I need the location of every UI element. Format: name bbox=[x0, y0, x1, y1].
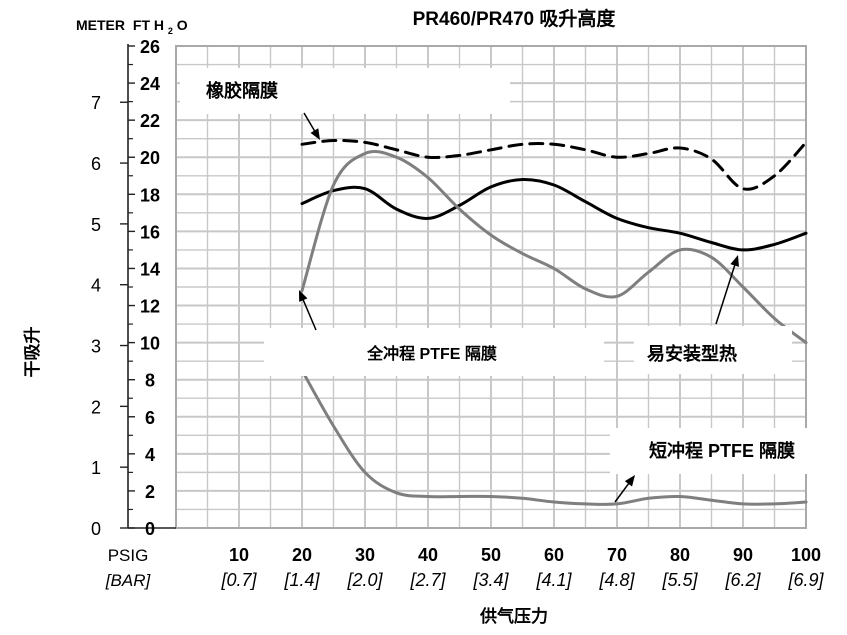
x-bar-tick-label: [6.2] bbox=[724, 570, 761, 590]
x-tick-label: 10 bbox=[229, 545, 249, 565]
x-tick-label: 80 bbox=[670, 545, 690, 565]
annotation-box bbox=[610, 428, 834, 474]
ft-tick-label: 4 bbox=[145, 445, 155, 465]
x-tick-label: 60 bbox=[544, 545, 564, 565]
x-bar-tick-label: [6.9] bbox=[787, 570, 824, 590]
meter-tick-label: 1 bbox=[91, 458, 101, 478]
x-unit-bar: [BAR] bbox=[105, 571, 152, 590]
annotation-arrow-head bbox=[310, 128, 320, 140]
series-line-rubber-diaphragm bbox=[300, 138, 808, 191]
annotation-arrow-line bbox=[715, 260, 737, 325]
x-bar-tick-label: [2.7] bbox=[409, 570, 446, 590]
x-tick-label: 70 bbox=[607, 545, 627, 565]
meter-tick-label: 7 bbox=[91, 93, 101, 113]
x-tick-label: 100 bbox=[791, 545, 821, 565]
annotation-arrow-head bbox=[299, 290, 308, 302]
ft-tick-label: 10 bbox=[140, 334, 160, 354]
axes: 024681012141618202224260123456710[0.7]20… bbox=[91, 37, 825, 590]
series-line-easy-install bbox=[300, 177, 808, 252]
x-bar-tick-label: [1.4] bbox=[283, 570, 320, 590]
ft-tick-label: 12 bbox=[140, 297, 160, 317]
x-tick-label: 50 bbox=[481, 545, 501, 565]
annotation-arrow-head bbox=[730, 255, 739, 267]
ft-tick-label: 18 bbox=[140, 185, 160, 205]
series-line-full-stroke-ptfe bbox=[300, 150, 808, 345]
meter-tick-label: 2 bbox=[91, 397, 101, 417]
plot-frame bbox=[175, 45, 807, 529]
grid bbox=[175, 45, 807, 529]
x-unit-psig: PSIG bbox=[108, 546, 149, 565]
meter-tick-label: 5 bbox=[91, 215, 101, 235]
ylabel-ft-tail: O bbox=[177, 17, 188, 33]
ft-tick-label: 20 bbox=[140, 148, 160, 168]
ylabel-ft-sub: 2 bbox=[168, 26, 173, 36]
ft-tick-label: 14 bbox=[140, 259, 160, 279]
ft-tick-label: 24 bbox=[140, 74, 160, 94]
annotation-box bbox=[634, 326, 792, 374]
ylabel-side: 干吸升 bbox=[23, 327, 42, 378]
meter-tick-label: 0 bbox=[91, 519, 101, 539]
meter-tick-label: 6 bbox=[91, 154, 101, 174]
chart-title: PR460/PR470 吸升高度 bbox=[413, 7, 617, 30]
ft-tick-label: 2 bbox=[145, 482, 155, 502]
x-bar-tick-label: [2.0] bbox=[346, 570, 383, 590]
series-layer bbox=[300, 138, 808, 506]
x-bar-tick-label: [3.4] bbox=[472, 570, 509, 590]
x-tick-label: 20 bbox=[292, 545, 312, 565]
ft-tick-label: 6 bbox=[145, 408, 155, 428]
ft-tick-label: 22 bbox=[140, 111, 160, 131]
series-line-short-stroke-ptfe bbox=[300, 368, 808, 506]
x-bar-tick-label: [4.8] bbox=[598, 570, 635, 590]
ft-tick-label: 16 bbox=[140, 222, 160, 242]
meter-tick-label: 4 bbox=[91, 276, 101, 296]
annotation-short-stroke-ptfe: 短冲程 PTFE 隔膜 bbox=[649, 440, 795, 461]
x-tick-label: 30 bbox=[355, 545, 375, 565]
ylabel-meter-unit: METER bbox=[76, 17, 125, 33]
x-bar-tick-label: [0.7] bbox=[220, 570, 257, 590]
annotation-arrow-line bbox=[300, 295, 317, 331]
ft-tick-label: 26 bbox=[140, 37, 160, 57]
ylabel-ft-unit: FT H bbox=[133, 17, 164, 33]
annotation-arrow-head bbox=[624, 475, 635, 487]
ylabel-units: METER FT H 2 O bbox=[76, 17, 188, 37]
x-tick-label: 90 bbox=[733, 545, 753, 565]
x-bar-tick-label: [4.1] bbox=[535, 570, 572, 590]
annotation-box bbox=[180, 68, 510, 114]
meter-tick-label: 3 bbox=[91, 337, 101, 357]
annotation-easy-install: 易安装型热 bbox=[647, 343, 737, 364]
annotation-full-stroke-ptfe: 全冲程 PTFE 隔膜 bbox=[366, 344, 497, 363]
x-axis-title: 供气压力 bbox=[479, 606, 548, 626]
ft-tick-label: 8 bbox=[145, 371, 155, 391]
ft-tick-label: 0 bbox=[145, 519, 155, 539]
x-bar-tick-label: [5.5] bbox=[661, 570, 698, 590]
annotation-box bbox=[264, 328, 604, 376]
x-tick-label: 40 bbox=[418, 545, 438, 565]
annotation-rubber-diaphragm: 橡胶隔膜 bbox=[206, 80, 278, 101]
